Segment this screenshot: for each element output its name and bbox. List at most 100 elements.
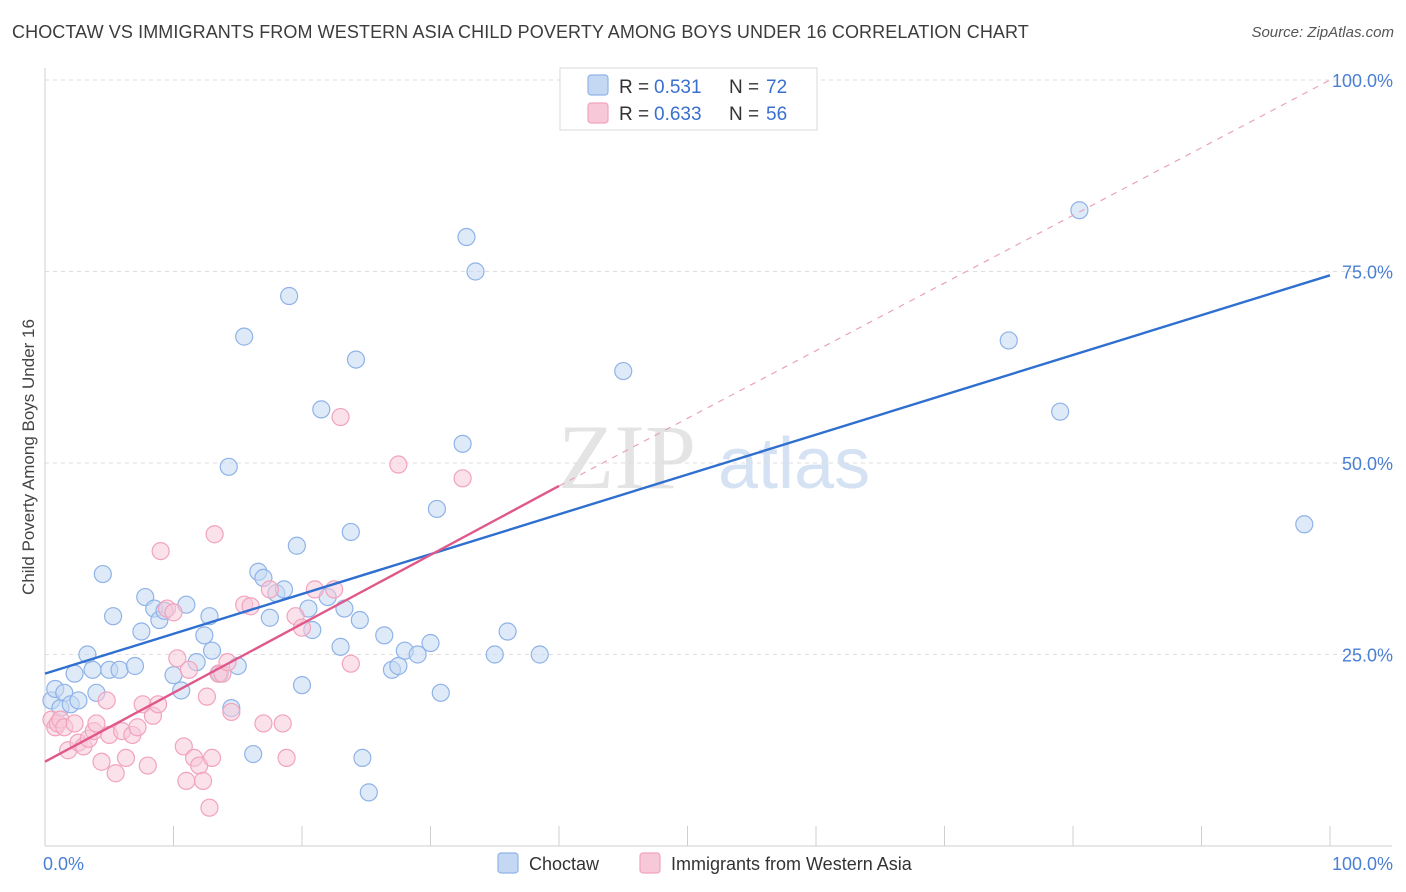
point-0-57 (421, 633, 440, 653)
point-0-28 (219, 457, 238, 476)
watermark-zip: ZIP (558, 406, 696, 508)
y-tick-label-2: 75.0% (1342, 263, 1393, 283)
point-0-68 (1051, 402, 1070, 421)
point-0-62 (466, 262, 485, 281)
point-1-55 (453, 469, 472, 488)
point-0-61 (457, 227, 476, 247)
legend-n-value-choctaw: 72 (766, 77, 787, 98)
y-tick-label-0: 25.0% (1342, 646, 1393, 666)
point-1-37 (205, 525, 224, 544)
legend-r-value-western-asia: 0.633 (654, 104, 702, 125)
point-0-60 (453, 434, 472, 453)
trend-line-0 (44, 274, 1331, 675)
point-0-67 (999, 331, 1018, 350)
legend-r-label-choctaw: R = (619, 77, 649, 98)
point-0-12 (104, 607, 123, 626)
point-1-54 (389, 455, 408, 474)
point-1-46 (273, 714, 292, 733)
point-1-47 (277, 748, 296, 768)
trend-line-1 (44, 484, 560, 763)
point-0-35 (260, 608, 279, 627)
point-1-28 (174, 737, 193, 756)
point-1-19 (128, 718, 147, 737)
point-0-39 (287, 536, 306, 555)
bottom-legend-swatch-choctaw (497, 852, 519, 874)
point-0-45 (331, 637, 350, 656)
legend-n-label-western-asia: N = (729, 104, 759, 125)
data-points (42, 201, 1314, 817)
point-1-11 (87, 714, 106, 733)
point-1-27 (168, 649, 187, 668)
point-0-69 (1070, 201, 1089, 220)
watermark-atlas: atlas (718, 424, 870, 504)
point-1-41 (222, 702, 241, 722)
point-1-52 (331, 407, 350, 427)
legend-swatch-western-asia (587, 102, 609, 124)
stats-legend: R = 0.531 N = 72 R = 0.633 N = 56 (559, 67, 818, 131)
bottom-legend-label-western-asia: Immigrants from Western Asia (671, 854, 913, 874)
point-0-40 (292, 676, 312, 695)
point-0-10 (93, 564, 112, 584)
tick-labels: 25.0% 50.0% 75.0% 100.0% 0.0% 100.0% (43, 71, 1393, 874)
point-0-54 (389, 656, 408, 676)
point-1-36 (202, 748, 222, 768)
grid-lines (45, 79, 1392, 655)
point-0-24 (195, 626, 214, 645)
point-0-5 (65, 664, 84, 683)
point-0-50 (353, 748, 372, 768)
point-0-13 (110, 660, 129, 679)
point-0-63 (485, 645, 504, 664)
point-0-8 (83, 660, 102, 679)
point-0-6 (69, 691, 88, 710)
legend-swatch-choctaw (587, 74, 609, 96)
point-0-52 (375, 626, 394, 645)
point-1-33 (193, 771, 213, 790)
point-0-65 (530, 645, 549, 664)
point-1-13 (97, 691, 116, 710)
point-1-34 (197, 687, 217, 706)
point-1-17 (116, 748, 136, 768)
point-1-12 (92, 752, 111, 771)
point-1-35 (200, 798, 219, 817)
point-0-47 (341, 522, 360, 542)
legend-r-label-western-asia: R = (619, 104, 649, 125)
point-1-26 (164, 603, 183, 622)
y-tick-label-3: 100.0% (1332, 71, 1393, 91)
trend-lines (44, 79, 1331, 763)
point-1-15 (106, 764, 125, 783)
point-0-43 (312, 400, 331, 419)
point-1-29 (177, 771, 196, 790)
point-0-32 (244, 744, 263, 764)
chart-title: CHOCTAW VS IMMIGRANTS FROM WESTERN ASIA … (12, 22, 1029, 42)
point-0-46 (335, 599, 354, 618)
point-1-24 (151, 541, 170, 561)
point-1-6 (65, 714, 84, 733)
bottom-legend-label-choctaw: Choctaw (529, 854, 600, 874)
x-tick-label-0: 0.0% (43, 854, 84, 874)
legend-n-label-choctaw: N = (729, 77, 759, 98)
point-0-38 (280, 286, 299, 306)
point-1-30 (179, 660, 199, 679)
point-0-56 (408, 645, 427, 664)
point-0-14 (125, 656, 145, 676)
point-0-70 (1295, 515, 1314, 534)
point-0-64 (498, 622, 517, 641)
series-legend: Choctaw Immigrants from Western Asia (497, 852, 913, 874)
point-1-21 (138, 756, 157, 775)
legend-n-value-western-asia: 56 (766, 104, 787, 125)
point-0-66 (614, 361, 633, 381)
point-0-59 (431, 683, 450, 702)
point-1-44 (254, 714, 273, 733)
point-0-15 (132, 622, 151, 641)
trend-extension-western-asia (558, 79, 1331, 487)
point-0-31 (235, 327, 254, 346)
point-1-53 (341, 654, 360, 673)
y-tick-label-1: 50.0% (1342, 454, 1393, 474)
point-0-49 (350, 610, 369, 630)
bottom-legend-swatch-western-asia (639, 852, 661, 874)
point-1-45 (260, 580, 279, 599)
point-0-20 (164, 666, 183, 685)
y-axis-label: Child Poverty Among Boys Under 16 (19, 319, 38, 595)
point-0-58 (427, 499, 447, 519)
